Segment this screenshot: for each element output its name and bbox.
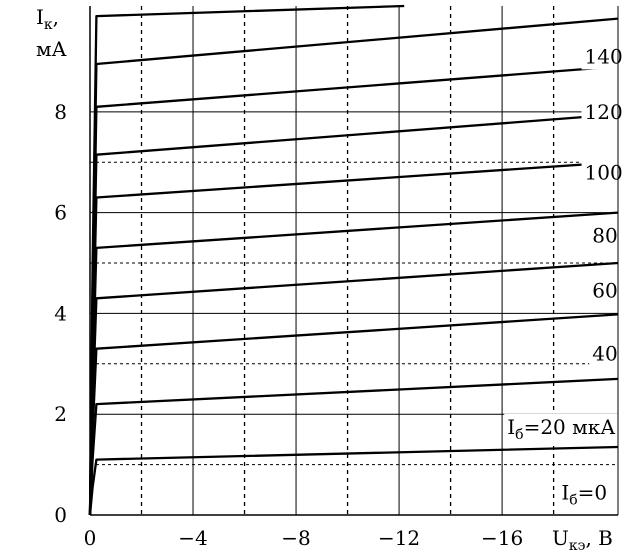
label-mask [558,479,611,510]
curve-label: Iб=0 [561,480,607,508]
curve-label: 140 [585,44,623,68]
label-mask [589,277,621,304]
x-tick-label: −16 [481,526,523,550]
x-tick-label: 0 [84,526,97,550]
y-axis-unit: мА [36,37,67,61]
y-tick-label: 4 [54,301,67,325]
x-tick-label: −12 [378,526,420,550]
curve-label: 80 [592,223,617,247]
curves [88,4,619,516]
series-line [88,113,619,516]
curve-label: 40 [592,342,617,366]
curve-annotations: Iб=0 Iб=20 мкА 40 60 80 100 120 140 [507,44,622,508]
series-line [88,377,619,516]
y-tick-label: 6 [54,201,67,225]
label-mask [589,340,621,367]
axes [89,6,619,516]
curve-label: 120 [585,100,623,124]
x-tick-label: −4 [178,526,207,550]
curve-label: Iб=20 мкА [507,415,615,443]
y-tick-label: 0 [54,503,67,527]
series-line [88,445,619,516]
label-mask [504,413,619,444]
y-tick-label: 2 [54,402,67,426]
curve-label: 60 [592,279,617,303]
tick-labels: 0 −4 −8 −12 −16 0 2 4 6 8 [54,100,523,550]
x-tick-label: −8 [281,526,310,550]
label-mask [589,222,621,249]
grid [90,6,618,515]
series-line [88,161,619,516]
y-axis-label: Iк, [36,5,59,33]
y-tick-label: 8 [54,100,67,124]
x-axis-label: Uкэ, В [552,526,613,554]
label-masks [504,43,625,510]
series-line [88,4,405,516]
curve-label: 100 [585,160,623,184]
series-line [88,261,619,516]
